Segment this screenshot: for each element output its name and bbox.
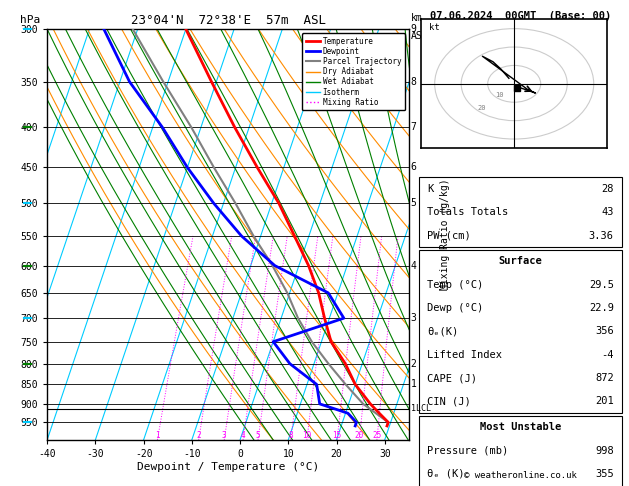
Text: 872: 872 [595, 373, 614, 383]
Text: Totals Totals: Totals Totals [427, 208, 508, 217]
Bar [418, 250, 623, 413]
Text: 43: 43 [601, 208, 614, 217]
Text: 201: 201 [595, 397, 614, 406]
Text: 15: 15 [333, 431, 342, 440]
Text: 6: 6 [411, 162, 416, 173]
Text: 20: 20 [477, 104, 486, 111]
Text: θₑ (K): θₑ (K) [427, 469, 465, 479]
Text: Most Unstable: Most Unstable [480, 422, 561, 432]
Bar [418, 177, 623, 247]
Text: 2: 2 [411, 359, 416, 369]
Text: 5: 5 [256, 431, 260, 440]
Text: 3.36: 3.36 [589, 231, 614, 241]
Text: 3: 3 [411, 313, 416, 323]
Text: 1LCL: 1LCL [411, 404, 431, 413]
Text: 356: 356 [595, 327, 614, 336]
Text: CAPE (J): CAPE (J) [427, 373, 477, 383]
Text: 29.5: 29.5 [589, 280, 614, 290]
Text: -4: -4 [601, 350, 614, 360]
Text: km: km [411, 13, 423, 23]
Text: 5: 5 [411, 198, 416, 208]
Text: Pressure (mb): Pressure (mb) [427, 446, 508, 455]
Text: 25: 25 [372, 431, 382, 440]
Text: 1: 1 [155, 431, 160, 440]
Text: 8: 8 [289, 431, 293, 440]
Text: 10: 10 [496, 92, 504, 98]
Text: 1: 1 [411, 380, 416, 389]
Text: 8: 8 [411, 77, 416, 87]
Text: 2: 2 [196, 431, 201, 440]
Text: 10: 10 [303, 431, 311, 440]
Bar [418, 416, 623, 486]
Text: 7: 7 [411, 122, 416, 132]
Text: Dewp (°C): Dewp (°C) [427, 303, 484, 313]
Text: 998: 998 [595, 446, 614, 455]
Text: 355: 355 [595, 469, 614, 479]
Text: 20: 20 [355, 431, 364, 440]
Text: 3: 3 [222, 431, 226, 440]
Text: ASL: ASL [411, 31, 428, 41]
Text: 9: 9 [411, 24, 416, 34]
Text: K: K [427, 184, 433, 194]
Text: Temp (°C): Temp (°C) [427, 280, 484, 290]
Legend: Temperature, Dewpoint, Parcel Trajectory, Dry Adiabat, Wet Adiabat, Isotherm, Mi: Temperature, Dewpoint, Parcel Trajectory… [302, 33, 405, 110]
Text: hPa: hPa [20, 15, 40, 25]
Text: PW (cm): PW (cm) [427, 231, 471, 241]
Text: 4: 4 [241, 431, 245, 440]
Text: 4: 4 [411, 260, 416, 271]
Text: CIN (J): CIN (J) [427, 397, 471, 406]
Text: Lifted Index: Lifted Index [427, 350, 502, 360]
Text: Mixing Ratio (g/kg): Mixing Ratio (g/kg) [440, 179, 450, 290]
Text: © weatheronline.co.uk: © weatheronline.co.uk [464, 471, 577, 480]
X-axis label: Dewpoint / Temperature (°C): Dewpoint / Temperature (°C) [137, 462, 319, 471]
Text: Surface: Surface [499, 257, 542, 266]
Text: 22.9: 22.9 [589, 303, 614, 313]
Text: θₑ(K): θₑ(K) [427, 327, 459, 336]
Text: 07.06.2024  00GMT  (Base: 00): 07.06.2024 00GMT (Base: 00) [430, 11, 611, 21]
Title: 23°04'N  72°38'E  57m  ASL: 23°04'N 72°38'E 57m ASL [130, 14, 326, 27]
Text: 28: 28 [601, 184, 614, 194]
Text: kt: kt [430, 23, 440, 33]
